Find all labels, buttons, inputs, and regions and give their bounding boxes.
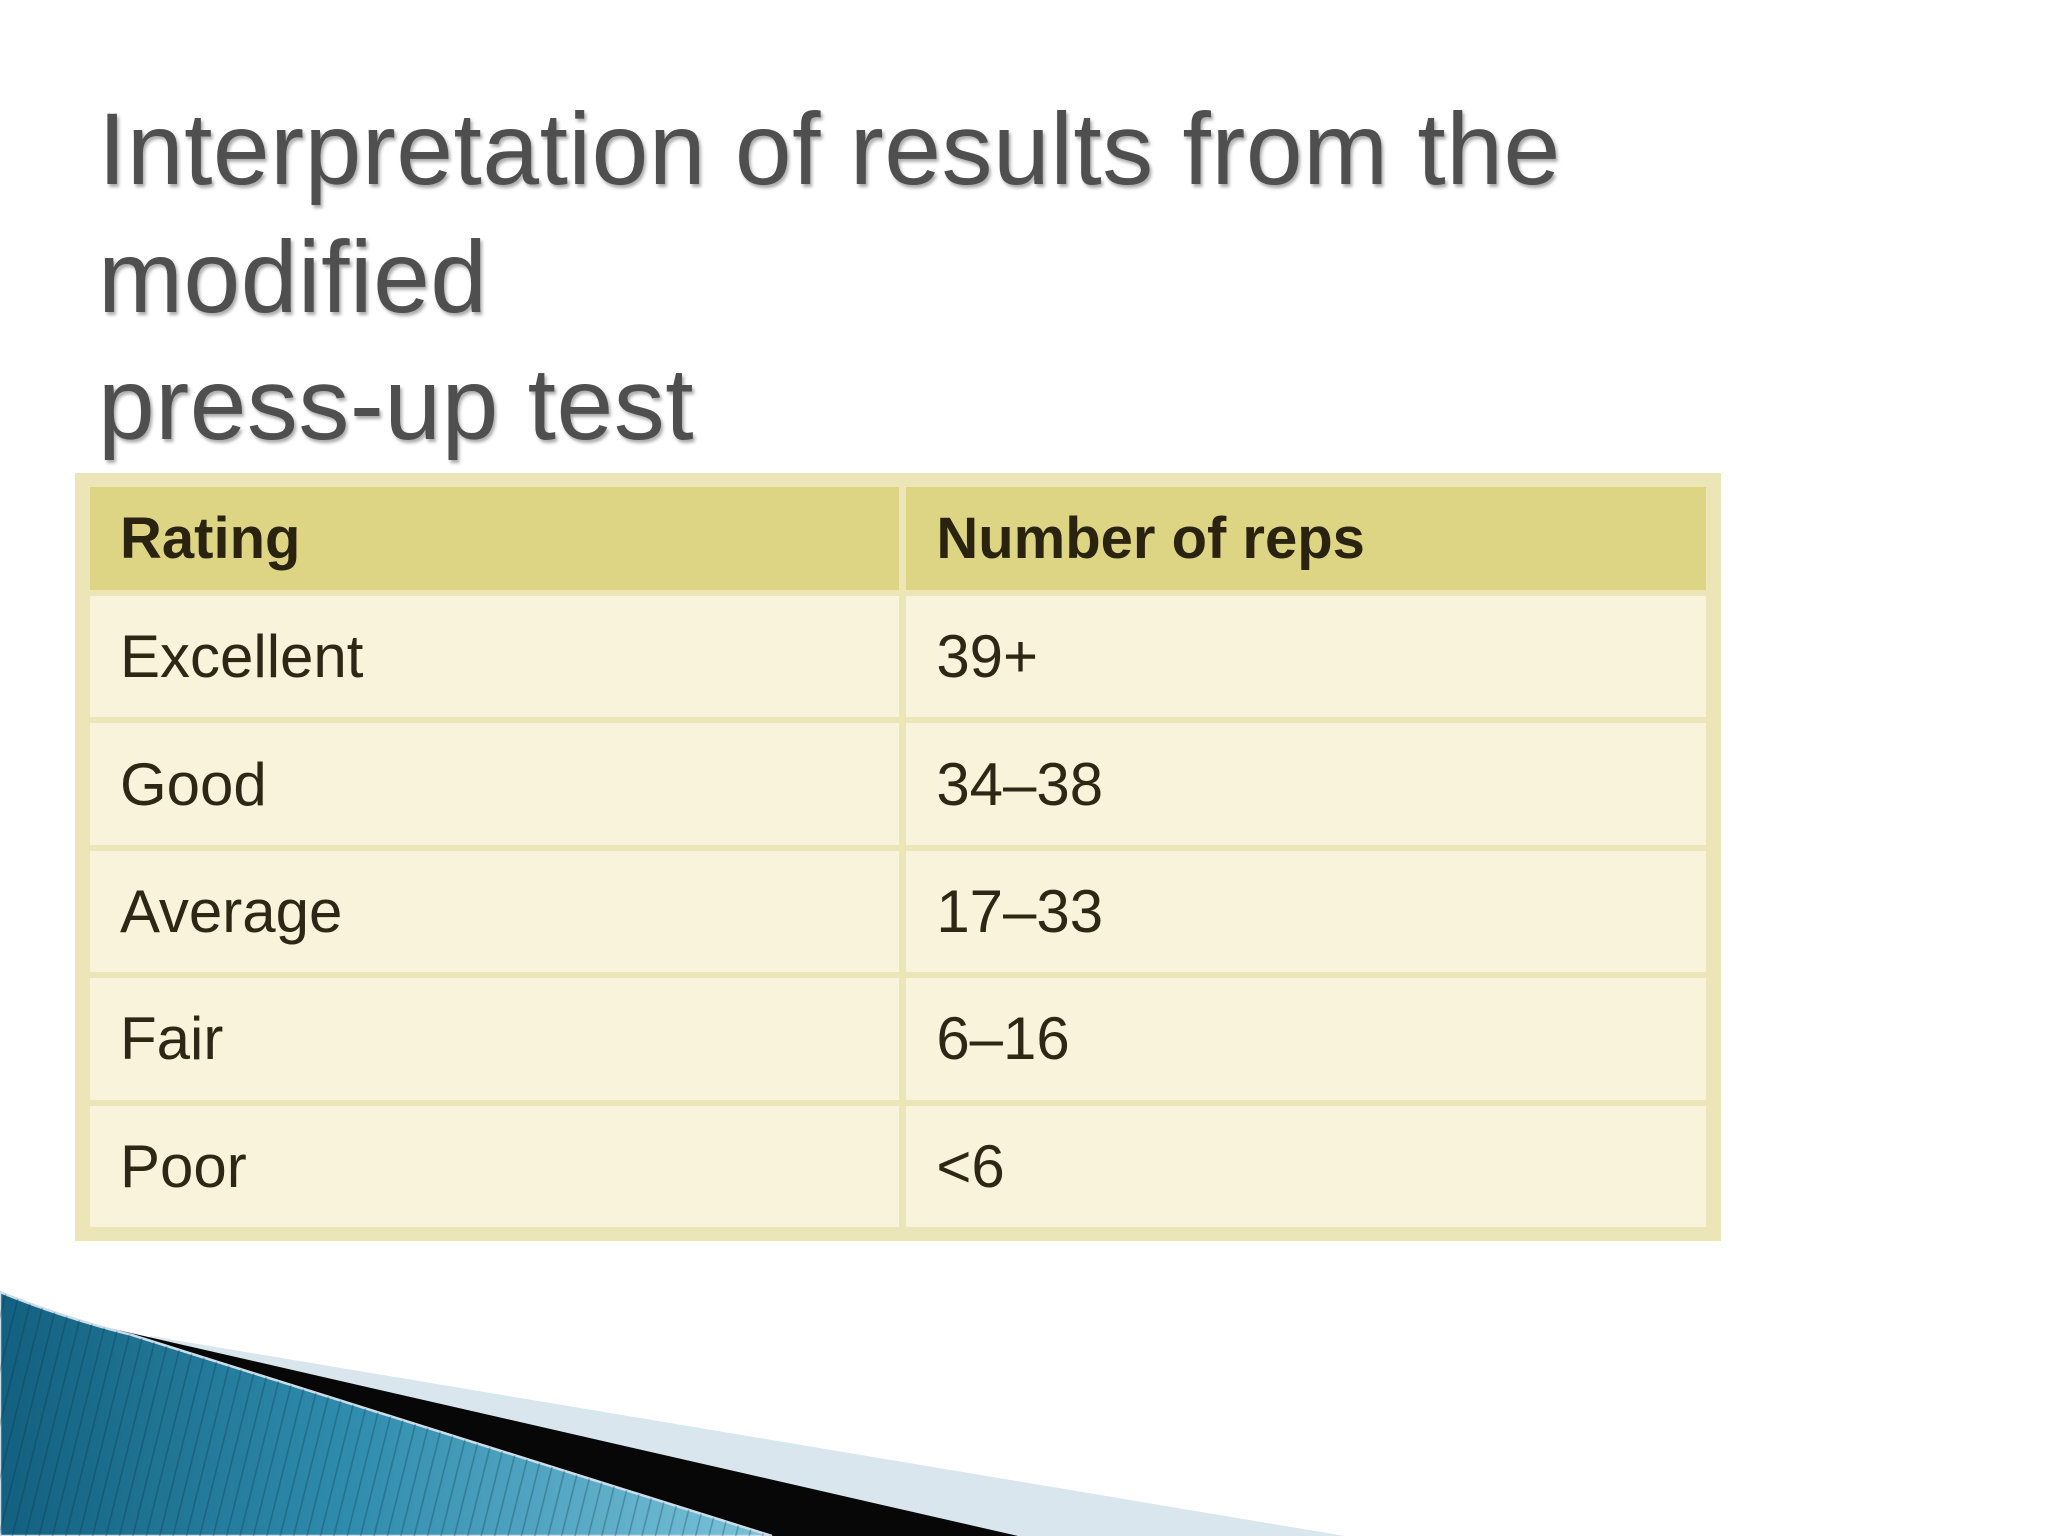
black-band — [96, 1325, 1018, 1536]
teal-wedge — [0, 1290, 773, 1536]
cell-rating: Good — [90, 723, 900, 845]
cell-rating: Excellent — [90, 596, 900, 718]
table-header-row: Rating Number of reps — [90, 487, 1706, 590]
column-header-reps: Number of reps — [906, 487, 1706, 590]
cell-rating: Fair — [90, 978, 900, 1100]
results-table-frame: Rating Number of reps Excellent 39+ Good… — [75, 473, 1721, 1241]
cell-rating: Poor — [90, 1105, 900, 1227]
table-row: Good 34–38 — [90, 723, 1706, 845]
slide-title: Interpretation of results from the modif… — [98, 92, 1561, 461]
cell-reps: 34–38 — [906, 723, 1706, 845]
cell-reps: 6–16 — [906, 978, 1706, 1100]
cell-reps: 17–33 — [906, 850, 1706, 973]
results-table: Rating Number of reps Excellent 39+ Good… — [83, 481, 1713, 1233]
column-header-rating: Rating — [90, 487, 900, 590]
cell-rating: Average — [90, 850, 900, 973]
table-row: Excellent 39+ — [90, 596, 1706, 718]
table-row: Poor <6 — [90, 1105, 1706, 1227]
teal-wedge-pinstripes — [0, 1292, 772, 1536]
cell-reps: <6 — [906, 1105, 1706, 1227]
table-row: Average 17–33 — [90, 850, 1706, 973]
cell-reps: 39+ — [906, 596, 1706, 718]
table-row: Fair 6–16 — [90, 978, 1706, 1100]
pale-blue-wedge — [150, 1336, 1345, 1536]
table-body: Excellent 39+ Good 34–38 Average 17–33 F… — [90, 596, 1706, 1227]
